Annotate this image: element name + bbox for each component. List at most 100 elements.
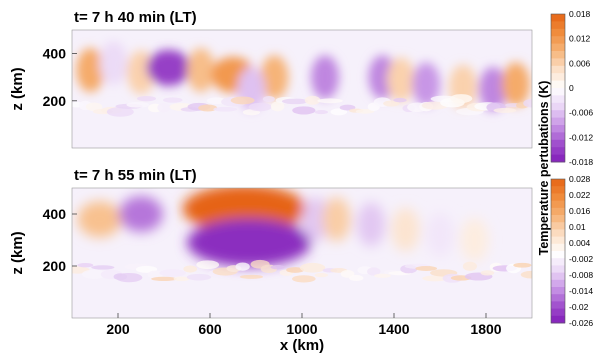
bottom-x-axis: 200 600 1000 1400 1800 bbox=[106, 313, 502, 337]
bottom-band-cell bbox=[115, 272, 143, 283]
bottom-field-feature bbox=[391, 207, 420, 252]
top-band-cell bbox=[330, 108, 348, 116]
bottom-colorbar-segment bbox=[551, 258, 565, 266]
bottom-colorbar-segment bbox=[551, 200, 565, 209]
top-colorbar-tick-label: -0.018 bbox=[569, 157, 593, 167]
bottom-colorbar-tick-label: -0.026 bbox=[569, 318, 593, 328]
top-colorbar-segment bbox=[551, 51, 565, 59]
bottom-colorbar-tick-label: -0.002 bbox=[569, 254, 593, 264]
top-colorbar-segment bbox=[551, 80, 565, 89]
top-band-cell bbox=[270, 101, 285, 112]
top-band-cell bbox=[383, 100, 400, 107]
top-band-cell bbox=[85, 102, 103, 112]
bottom-heatmap-field bbox=[72, 188, 532, 283]
top-band-cell bbox=[393, 97, 407, 103]
bottom-y-tick-label: 200 bbox=[43, 258, 67, 274]
bottom-band-cell bbox=[239, 274, 264, 279]
top-colorbar-segment bbox=[551, 14, 565, 22]
bottom-panel-title: t= 7 h 55 min (LT) bbox=[74, 167, 197, 184]
top-band-cell bbox=[248, 102, 272, 112]
top-band-cell bbox=[523, 99, 532, 108]
bottom-band-cell bbox=[235, 262, 250, 271]
bottom-band-cell bbox=[367, 267, 381, 276]
bottom-band-cell bbox=[520, 270, 532, 279]
top-field-feature bbox=[146, 49, 191, 86]
bottom-colorbar-tick-label: -0.02 bbox=[569, 302, 589, 312]
bottom-colorbar-segment bbox=[551, 251, 565, 259]
top-field-feature bbox=[386, 57, 415, 102]
colorbar-label: Temperature pertubations (K) bbox=[537, 81, 551, 256]
top-colorbar-segment bbox=[551, 147, 565, 155]
top-colorbar-tick-label: -0.006 bbox=[569, 108, 593, 118]
top-colorbar-segment bbox=[551, 125, 565, 133]
top-colorbar-segment bbox=[551, 88, 565, 96]
bottom-field-feature bbox=[357, 202, 385, 247]
top-colorbar-segment bbox=[551, 154, 565, 163]
bottom-band-cell bbox=[374, 273, 391, 278]
bottom-band-cell bbox=[314, 273, 329, 278]
bottom-colorbar-tick-label: 0.016 bbox=[569, 206, 591, 216]
bottom-colorbar-segment bbox=[551, 193, 565, 201]
top-band-cell bbox=[339, 104, 356, 111]
top-y-tick-label: 400 bbox=[43, 46, 67, 62]
top-y-axis: 400 200 bbox=[43, 46, 77, 109]
bottom-colorbar-segment bbox=[551, 222, 565, 230]
top-band-cell bbox=[450, 94, 473, 104]
bottom-field-feature bbox=[460, 218, 489, 262]
bottom-band-cell bbox=[186, 273, 212, 281]
bottom-colorbar-segment bbox=[551, 287, 565, 295]
bottom-band-cell bbox=[147, 270, 163, 279]
top-band-cell bbox=[355, 109, 375, 114]
top-colorbar-tick-label: -0.012 bbox=[569, 132, 593, 142]
bottom-band-cell bbox=[91, 265, 115, 270]
bottom-colorbar-segment bbox=[551, 294, 565, 302]
bottom-y-axis: 400 200 bbox=[43, 206, 77, 274]
top-y-axis-label: z (km) bbox=[9, 67, 26, 110]
bottom-colorbar-tick-label: -0.014 bbox=[569, 286, 593, 296]
top-colorbar-tick-label: 0.006 bbox=[569, 58, 591, 68]
bottom-colorbar-segment bbox=[551, 215, 565, 223]
top-colorbar-segment bbox=[551, 132, 565, 141]
bottom-band-cell bbox=[513, 262, 532, 268]
top-band-cell bbox=[162, 97, 183, 103]
top-band-cell bbox=[157, 102, 171, 113]
top-band-cell bbox=[126, 101, 150, 108]
bottom-field-feature bbox=[119, 196, 163, 232]
bottom-band-cell bbox=[286, 267, 305, 273]
top-band-cell bbox=[317, 98, 343, 104]
bottom-colorbar-segment bbox=[551, 308, 565, 317]
top-y-tick-label: 200 bbox=[43, 93, 67, 109]
top-heatmap-field bbox=[72, 41, 532, 117]
bottom-band-cell bbox=[81, 269, 107, 279]
top-colorbar-tick-label: 0.018 bbox=[569, 9, 591, 19]
bottom-colorbar: 0.028 0.022 0.016 0.01 0.004 -0.002 -0.008 -0.0… bbox=[550, 174, 593, 328]
bottom-band-cell bbox=[196, 260, 220, 270]
top-band-cell bbox=[213, 106, 238, 112]
x-tick-label: 1000 bbox=[286, 321, 317, 337]
top-field-feature bbox=[99, 41, 128, 86]
bottom-band-cell bbox=[340, 270, 355, 278]
top-band-cell bbox=[198, 104, 218, 112]
top-colorbar-tick-label: 0 bbox=[569, 83, 574, 93]
top-band-cell bbox=[262, 95, 275, 103]
bottom-band-cell bbox=[462, 261, 477, 272]
bottom-colorbar-tick-label: 0.004 bbox=[569, 238, 591, 248]
top-field-feature bbox=[501, 62, 530, 107]
top-colorbar-segment bbox=[551, 58, 565, 67]
top-band-cell bbox=[304, 95, 321, 105]
top-colorbar-segment bbox=[551, 139, 565, 148]
bottom-band-cell bbox=[299, 262, 326, 273]
bottom-band-cell bbox=[77, 263, 94, 268]
top-field-feature bbox=[260, 55, 289, 100]
bottom-band-cell bbox=[173, 276, 190, 282]
bottom-field-feature bbox=[322, 197, 351, 242]
bottom-band-cell bbox=[422, 275, 448, 282]
top-plot-frame bbox=[71, 29, 533, 149]
top-field-feature bbox=[478, 67, 507, 111]
top-field-feature bbox=[186, 48, 215, 93]
bottom-colorbar-tick-label: 0.01 bbox=[569, 222, 586, 232]
top-colorbar-segment bbox=[551, 43, 565, 52]
top-band-cell bbox=[230, 96, 255, 105]
bottom-band-cell bbox=[151, 276, 177, 282]
